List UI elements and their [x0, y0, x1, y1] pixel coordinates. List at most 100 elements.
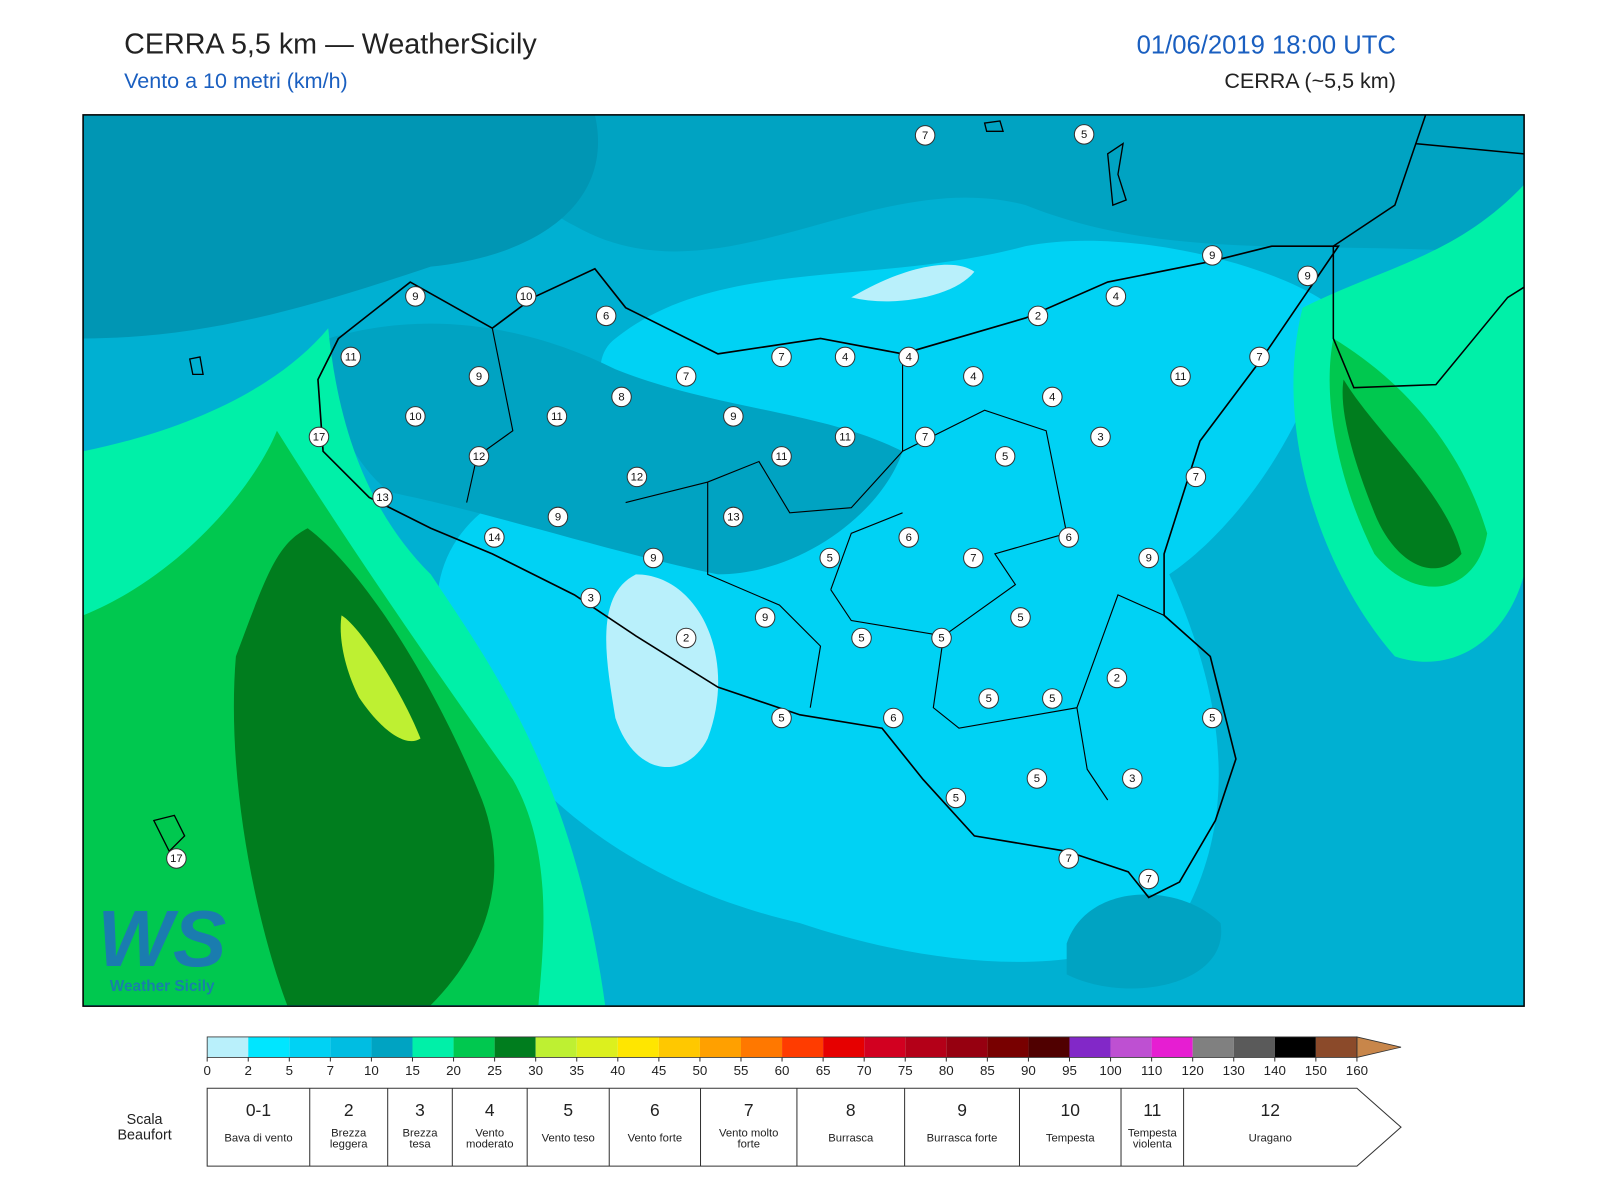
station-wind: 14: [488, 532, 501, 544]
logo-name: Weather Sicily: [110, 978, 215, 995]
station: 10: [515, 286, 537, 307]
station-marker: [723, 406, 744, 427]
subtitle: Vento a 10 metri (km/h): [124, 69, 348, 93]
station-wind: 9: [1209, 250, 1215, 262]
station-marker: [580, 587, 602, 609]
station-wind: 12: [631, 471, 644, 483]
station-marker: [546, 406, 568, 427]
station-marker: [1122, 768, 1143, 789]
beaufort-force: 4: [485, 1100, 495, 1120]
station-marker: [547, 506, 569, 528]
station-wind: 5: [1017, 612, 1023, 624]
station-marker: [1026, 768, 1048, 789]
station-wind: 11: [551, 411, 563, 423]
station-wind: 10: [520, 291, 533, 303]
colorbar-tick-label: 35: [569, 1063, 584, 1078]
station-wind: 13: [727, 511, 740, 523]
station: 7: [1249, 346, 1270, 368]
station: 5: [851, 627, 872, 649]
colorbar-box: [1274, 1036, 1316, 1058]
beaufort-force: 3: [415, 1100, 425, 1120]
station: 13: [723, 506, 744, 528]
station: 5: [819, 547, 840, 569]
station-wind: 7: [970, 552, 976, 564]
station: 11: [771, 446, 792, 467]
colorbar-tick-label: 90: [1021, 1063, 1036, 1078]
station: 4: [834, 346, 856, 368]
colorbar-box: [1110, 1036, 1152, 1058]
station-wind: 4: [970, 371, 976, 383]
station-marker: [340, 346, 362, 368]
beaufort-force: 5: [563, 1100, 573, 1120]
beaufort-name: Tempesta: [1046, 1133, 1096, 1145]
colorbar-box: [207, 1036, 249, 1058]
station-wind: 17: [313, 431, 326, 443]
station-marker: [1249, 346, 1270, 368]
colorbar-tick-label: 75: [898, 1063, 913, 1078]
colorbar-box: [453, 1036, 495, 1058]
station-wind: 5: [938, 632, 944, 644]
colorbar-box: [823, 1036, 865, 1058]
colorbar-box: [987, 1036, 1029, 1058]
station-wind: 7: [922, 130, 928, 142]
station-marker: [963, 547, 984, 569]
station: 7: [1138, 868, 1159, 890]
station-marker: [166, 848, 187, 869]
station-marker: [405, 406, 426, 427]
colorbar-tick-label: 45: [651, 1063, 666, 1078]
station-marker: [1297, 265, 1318, 287]
colorbar-box: [248, 1036, 290, 1058]
station-marker: [994, 446, 1016, 467]
wind-area: [83, 114, 599, 339]
station: 5: [1073, 124, 1095, 145]
station: 11: [340, 346, 362, 368]
map: 7 5 9 9 9 10 6 2 4 11 7 4 4 7 9 7 4 11 8 4 10 11 9 17 11 7 3 12 11 5 1…: [83, 114, 1525, 1007]
colorbar-box: [782, 1036, 824, 1058]
beaufort-force: 10: [1061, 1100, 1081, 1120]
station: 7: [963, 547, 984, 569]
colorbar-tick-label: 50: [693, 1063, 708, 1078]
station: 9: [1202, 245, 1223, 266]
station-marker: [1090, 426, 1111, 448]
beaufort-scale: Scala Beaufort 0-1 Bava di vento 2 Brezza legg…: [117, 1087, 1402, 1167]
beaufort-name: Burrasca: [828, 1133, 874, 1145]
station-marker: [1027, 305, 1049, 327]
station-wind: 5: [778, 712, 784, 724]
station-marker: [643, 547, 664, 569]
beaufort-name: Bava di vento: [224, 1133, 292, 1145]
wind-area: [1066, 894, 1222, 989]
station-wind: 7: [1146, 873, 1152, 885]
station: 5: [1202, 707, 1223, 729]
station-marker: [1058, 527, 1079, 548]
stations: 7 5 9 9 9 10 6 2 4 11 7 4 4 7 9 7 4 11 8 4 10 11 9 17 11 7 3 12 11 5 1…: [166, 124, 1318, 890]
colorbar-box: [699, 1036, 741, 1058]
station: 4: [898, 346, 919, 368]
station-marker: [754, 607, 776, 628]
station-wind: 5: [1209, 712, 1215, 724]
station: 11: [1170, 366, 1191, 387]
colorbar-tick-label: 120: [1182, 1063, 1204, 1078]
wind-area: [340, 615, 421, 742]
wind-area: [328, 323, 903, 575]
colorbar-tick-label: 160: [1346, 1063, 1368, 1078]
station: 5: [1010, 607, 1031, 628]
station-marker: [723, 506, 744, 528]
station: 10: [405, 406, 426, 427]
station-wind: 4: [906, 351, 912, 363]
beaufort-label: Scala Beaufort: [117, 1112, 171, 1143]
station-marker: [914, 426, 936, 448]
station-wind: 5: [827, 552, 833, 564]
station-wind: 7: [1193, 471, 1199, 483]
station: 9: [1138, 547, 1159, 569]
colorbar-extension: [1356, 1036, 1402, 1058]
station-marker: [405, 286, 426, 307]
station-wind: 6: [603, 310, 609, 322]
station-wind: 7: [1066, 853, 1072, 865]
station-wind: 8: [618, 391, 624, 403]
station: 7: [1058, 848, 1079, 869]
wind-area: [233, 528, 495, 1006]
station-marker: [819, 547, 840, 569]
station-wind: 4: [1113, 291, 1119, 303]
station-wind: 3: [588, 592, 594, 604]
